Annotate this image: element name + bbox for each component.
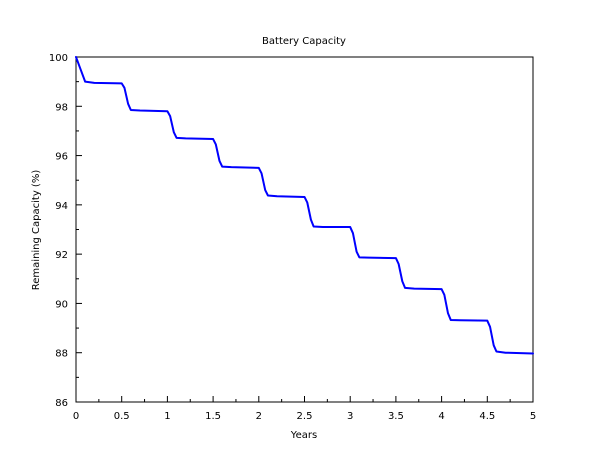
x-tick-label: 5 [530, 411, 536, 422]
x-tick-label: 1.5 [205, 411, 221, 422]
y-tick-label: 100 [49, 53, 68, 64]
y-tick-label: 88 [55, 349, 68, 360]
x-axis-label: Years [290, 430, 317, 441]
y-tick-label: 92 [55, 250, 68, 261]
x-tick-label: 0.5 [114, 411, 130, 422]
y-tick-label: 94 [55, 201, 68, 212]
series-layer [75, 56, 534, 355]
x-tick-label: 3 [347, 411, 353, 422]
x-axis: 0 0.5 1 1.5 2 2.5 3 3.5 4 4.5 5 [73, 396, 536, 422]
y-tick-label: 86 [55, 398, 68, 409]
x-tick-label: 4.5 [479, 411, 495, 422]
y-axis-label: Remaining Capacity (%) [31, 170, 42, 291]
x-tick-label: 1 [164, 411, 170, 422]
x-tick-label: 0 [73, 411, 79, 422]
series-line-0 [75, 56, 534, 355]
plot-frame [75, 56, 534, 403]
x-tick-label: 4 [438, 411, 444, 422]
chart-title: Battery Capacity [262, 36, 346, 47]
x-tick-label: 3.5 [388, 411, 404, 422]
y-tick-label: 90 [55, 299, 68, 310]
x-tick-label: 2 [256, 411, 262, 422]
x-tick-label: 2.5 [297, 411, 313, 422]
y-axis: 86 88 90 92 94 96 98 100 [49, 53, 82, 409]
y-tick-label: 96 [55, 152, 68, 163]
y-tick-label: 98 [55, 102, 68, 113]
plot-area: 0 0.5 1 1.5 2 2.5 3 3.5 4 4.5 5 86 88 90 92 94 96 98 100 [49, 53, 536, 422]
